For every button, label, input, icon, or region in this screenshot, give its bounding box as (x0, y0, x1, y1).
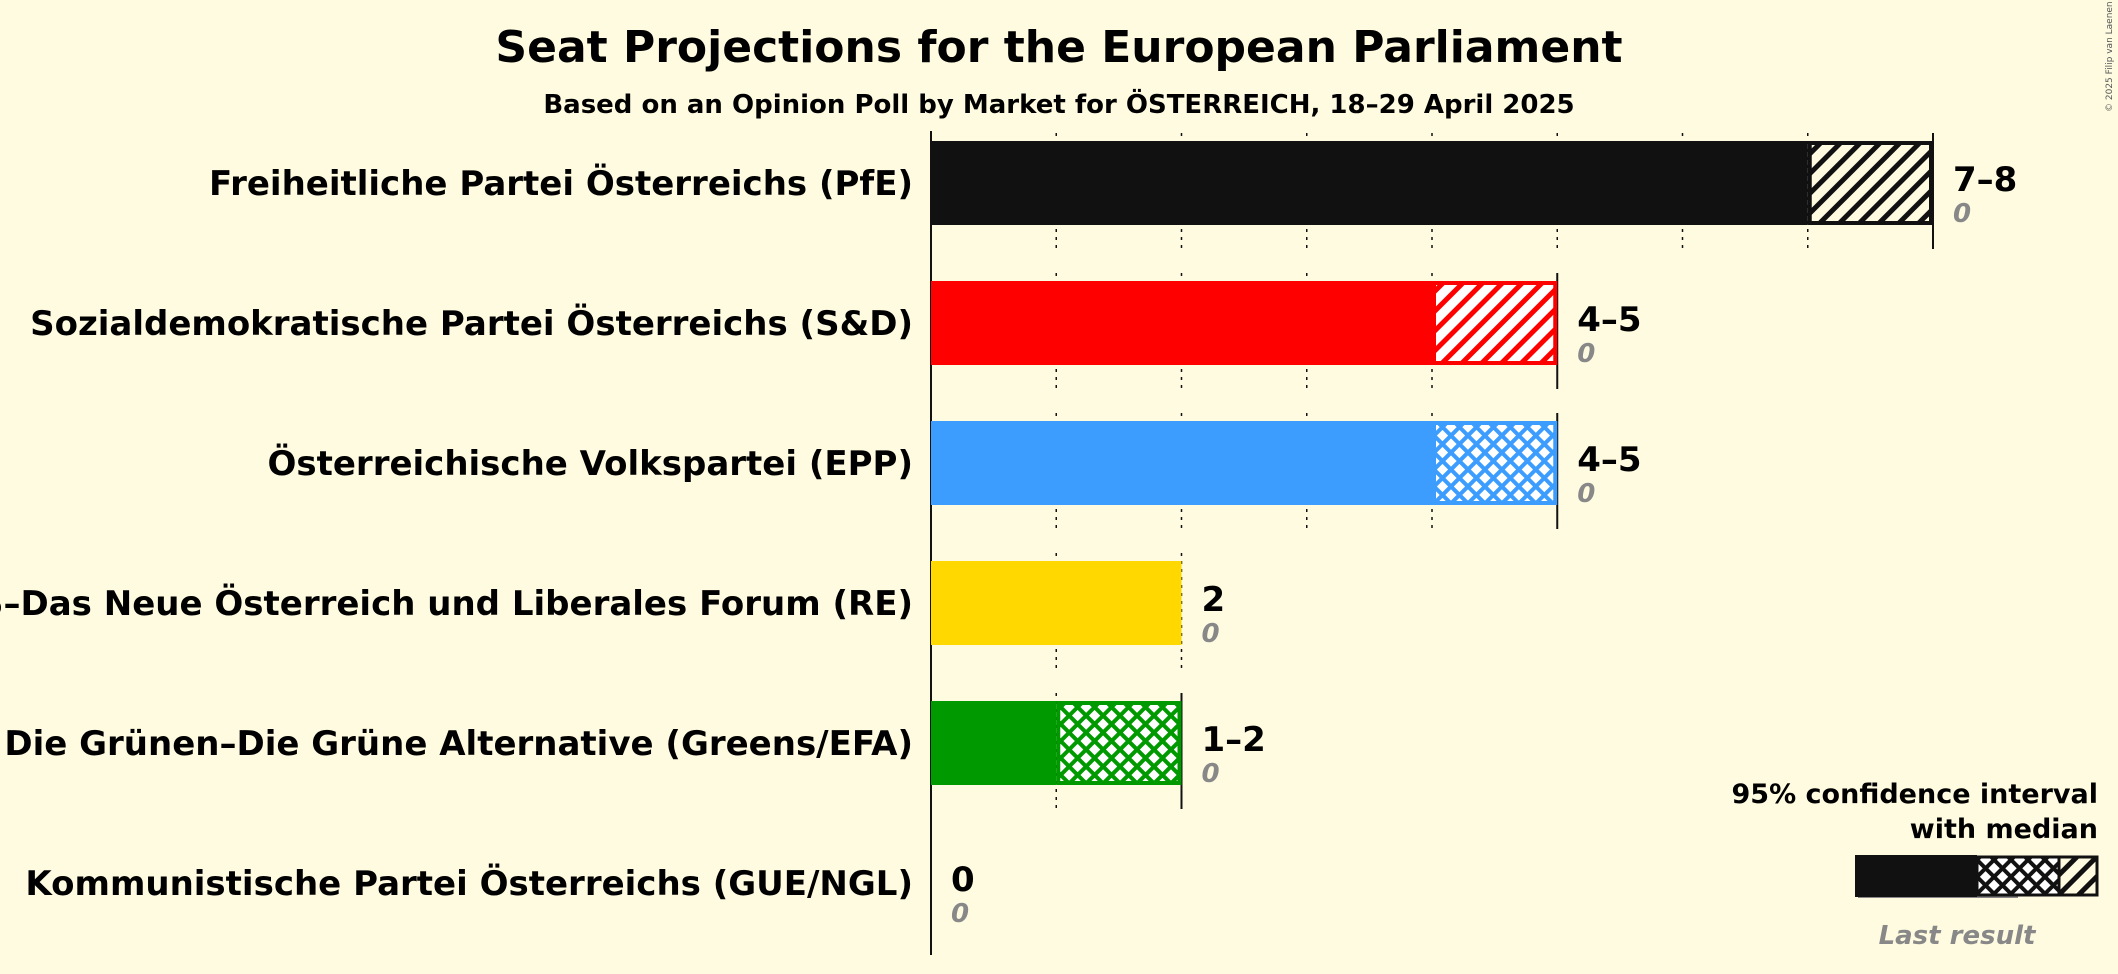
last-result-label: 0 (1953, 199, 1971, 229)
legend: 95% confidence interval with median Last… (1732, 779, 2099, 951)
party-label: Kommunistische Partei Österreichs (GUE/N… (25, 863, 913, 904)
bar-solid (931, 561, 1182, 645)
gridlines (930, 131, 1934, 955)
party-label: Österreichische Volkspartei (EPP) (267, 443, 913, 484)
last-result-label: 0 (951, 899, 969, 929)
legend-line-2: with median (1910, 814, 2098, 845)
bar-confidence-interval (1432, 421, 1558, 505)
chart-title: Seat Projections for the European Parlia… (495, 22, 1622, 73)
party-label: Sozialdemokratische Partei Österreichs (… (30, 303, 913, 344)
legend-diag-swatch (2057, 855, 2099, 897)
bars-group (931, 141, 1933, 785)
bar-solid (931, 281, 1432, 365)
range-label: 2 (1202, 580, 1226, 620)
last-result-label: 0 (1577, 479, 1595, 509)
party-label: Die Grünen–Die Grüne Alternative (Greens… (4, 724, 913, 764)
range-label: 1–2 (1202, 720, 1266, 760)
bar-solid (931, 701, 1057, 785)
party-label: NEOS–Das Neue Österreich und Liberales F… (0, 583, 913, 624)
range-label: 7–8 (1953, 160, 2017, 200)
bar-confidence-interval (1056, 701, 1182, 785)
party-label: Freiheitliche Partei Österreichs (PfE) (209, 163, 913, 204)
legend-line-1: 95% confidence interval (1732, 779, 2098, 810)
legend-cross-swatch (1975, 855, 2061, 897)
last-result-label: 0 (1577, 339, 1595, 369)
bar-solid (931, 421, 1432, 505)
range-label: 4–5 (1577, 440, 1641, 480)
legend-last-result-label: Last result (1879, 921, 2037, 951)
bar-solid (931, 141, 1808, 225)
last-result-label: 0 (1202, 619, 1220, 649)
bar-confidence-interval (1807, 141, 1933, 225)
last-result-label: 0 (1202, 759, 1220, 789)
copyright-notice: © 2025 Filip van Laenen (2105, 1, 2115, 112)
range-label: 4–5 (1577, 300, 1641, 340)
bar-confidence-interval (1432, 281, 1558, 365)
range-label: 0 (951, 860, 975, 900)
labels-group: Freiheitliche Partei Österreichs (PfE) 7–… (0, 160, 2017, 929)
legend-solid-swatch (1855, 855, 1977, 897)
chart-subtitle: Based on an Opinion Poll by Market for Ö… (543, 87, 1574, 120)
